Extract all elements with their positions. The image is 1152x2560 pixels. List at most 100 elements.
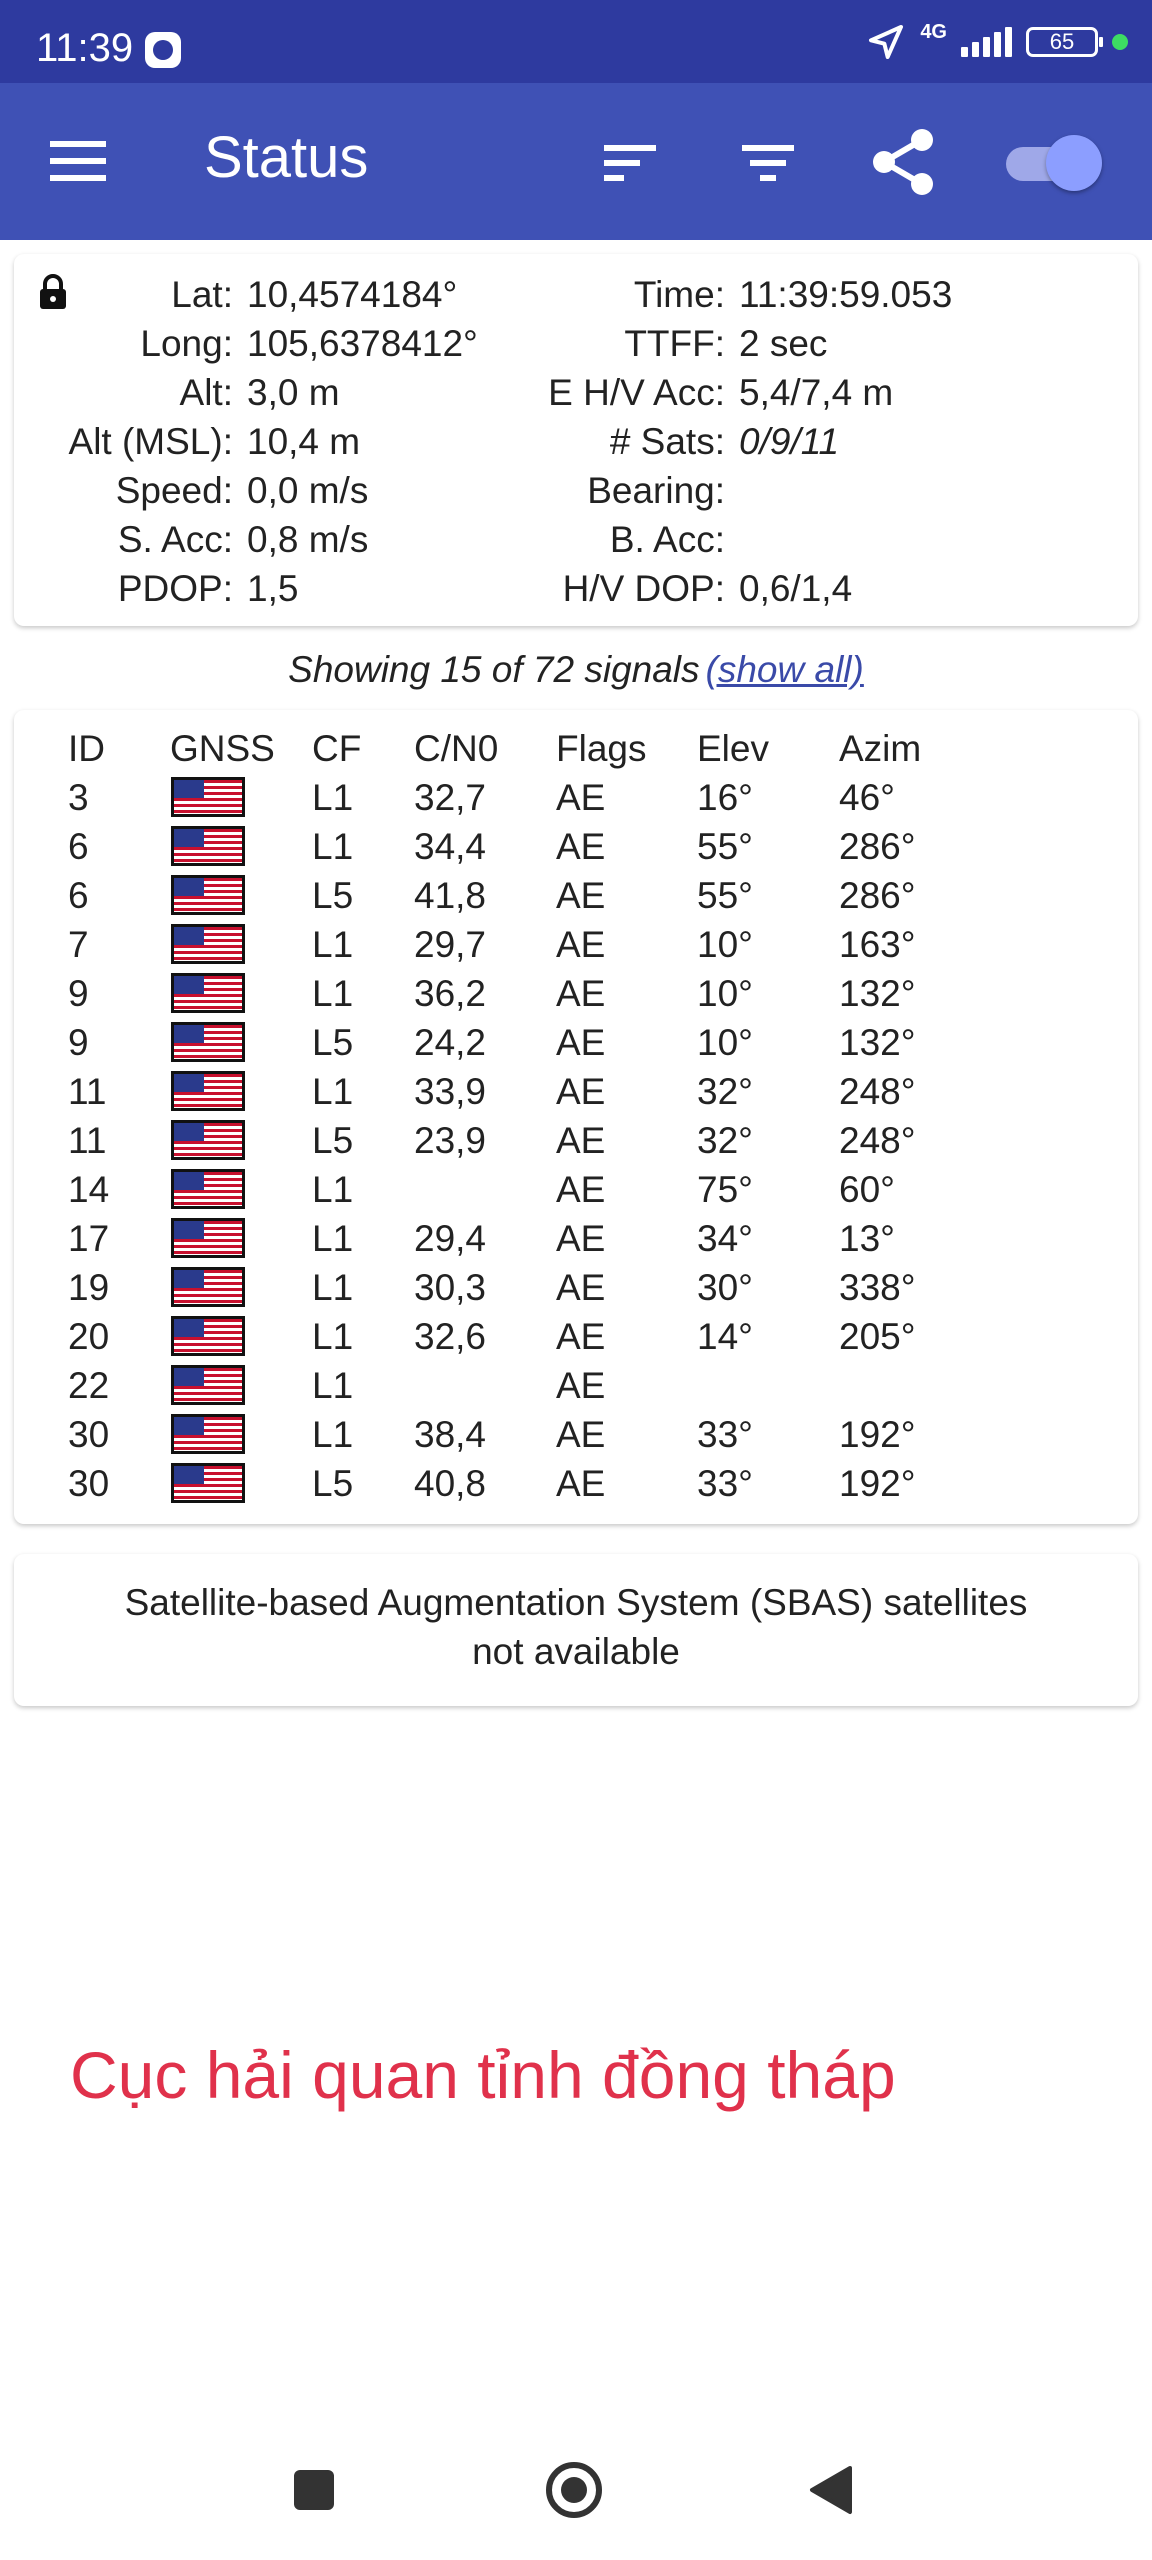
status-row: Lat: 10,4574184° Time: 11:39:59.053 xyxy=(14,270,1138,319)
toggle-switch[interactable] xyxy=(1006,135,1102,191)
sbas-message-line2: not available xyxy=(472,1631,680,1672)
cell-cf: L1 xyxy=(312,777,354,818)
cell-azim: 286° xyxy=(839,875,916,916)
long-label: Long: xyxy=(140,323,233,364)
cell-azim: 60° xyxy=(839,1169,895,1210)
usa-flag-icon xyxy=(171,1365,245,1405)
hv-dop-label: H/V DOP: xyxy=(562,568,725,609)
table-row: 6 L5 41,8 AE 55° 286° xyxy=(14,871,1138,920)
cell-elev: 33° xyxy=(697,1463,753,1504)
overlay-caption: Cục hải quan tỉnh đồng tháp xyxy=(70,2038,896,2112)
usa-flag-icon xyxy=(171,1316,245,1356)
header-cn0[interactable]: C/N0 xyxy=(414,728,499,769)
menu-icon[interactable] xyxy=(50,141,106,181)
cell-flags: AE xyxy=(556,973,606,1014)
sats-value: 0/9/11 xyxy=(739,421,840,462)
usa-flag-icon xyxy=(171,1022,245,1062)
cell-cn0: 33,9 xyxy=(414,1071,487,1112)
cell-azim: 13° xyxy=(839,1218,895,1259)
cell-elev: 30° xyxy=(697,1267,753,1308)
cell-flags: AE xyxy=(556,1316,606,1357)
lock-icon xyxy=(38,274,68,315)
usa-flag-icon xyxy=(171,875,245,915)
cell-elev: 33° xyxy=(697,1414,753,1455)
cell-elev: 32° xyxy=(697,1120,753,1161)
cell-flags: AE xyxy=(556,875,606,916)
cell-cf: L5 xyxy=(312,875,354,916)
cell-cf: L5 xyxy=(312,1120,354,1161)
clock: 11:39 xyxy=(36,26,134,70)
header-flags[interactable]: Flags xyxy=(556,728,647,769)
cell-id: 11 xyxy=(68,1071,107,1112)
filter-icon[interactable] xyxy=(736,135,800,191)
cell-cn0: 24,2 xyxy=(414,1022,487,1063)
pdop-label: PDOP: xyxy=(117,568,233,609)
pdop-value: 1,5 xyxy=(247,568,299,609)
cell-cn0: 38,4 xyxy=(414,1414,487,1455)
cell-cf: L5 xyxy=(312,1022,354,1063)
show-all-link[interactable]: (show all) xyxy=(705,649,864,690)
usa-flag-icon xyxy=(171,1463,245,1503)
share-icon[interactable] xyxy=(868,127,938,197)
status-row: Alt (MSL): 10,4 m # Sats: 0/9/11 xyxy=(14,417,1138,466)
signal-count-summary: Showing 15 of 72 signals (show all) xyxy=(0,640,1152,700)
cell-cf: L5 xyxy=(312,1463,354,1504)
table-row: 9 L1 36,2 AE 10° 132° xyxy=(14,969,1138,1018)
speed-accuracy-label: S. Acc: xyxy=(117,519,233,560)
status-bar: 11:39 4G 65 xyxy=(0,0,1152,83)
cell-elev: 55° xyxy=(697,826,753,867)
cell-id: 11 xyxy=(68,1120,107,1161)
cell-elev: 14° xyxy=(697,1316,753,1357)
status-row: Speed: 0,0 m/s Bearing: xyxy=(14,466,1138,515)
status-row: Long: 105,6378412° TTFF: 2 sec xyxy=(14,319,1138,368)
cell-cn0: 23,9 xyxy=(414,1120,487,1161)
table-row: 17 L1 29,4 AE 34° 13° xyxy=(14,1214,1138,1263)
cell-cn0: 34,4 xyxy=(414,826,487,867)
cell-flags: AE xyxy=(556,1463,606,1504)
cell-azim: 192° xyxy=(839,1463,916,1504)
lat-value: 10,4574184° xyxy=(247,274,458,315)
header-elev[interactable]: Elev xyxy=(697,728,769,769)
fix-status-card: Lat: 10,4574184° Time: 11:39:59.053 Long… xyxy=(14,254,1138,626)
recents-button[interactable] xyxy=(294,2470,334,2510)
status-icons: 4G 65 xyxy=(866,22,1128,62)
cell-azim: 132° xyxy=(839,1022,916,1063)
bearing-label: Bearing: xyxy=(587,470,725,511)
speed-label: Speed: xyxy=(115,470,233,511)
cell-elev: 55° xyxy=(697,875,753,916)
signal-strength-icon xyxy=(961,27,1012,57)
cell-id: 14 xyxy=(68,1169,110,1210)
battery-icon: 65 xyxy=(1026,27,1103,57)
ttff-label: TTFF: xyxy=(624,323,725,364)
cell-id: 9 xyxy=(68,973,89,1014)
signals-table-card: ID GNSS CF C/N0 Flags Elev Azim 3 L1 32,7 A… xyxy=(14,710,1138,1524)
cell-cf: L1 xyxy=(312,1267,354,1308)
cell-id: 22 xyxy=(68,1365,110,1406)
back-button[interactable] xyxy=(808,2464,854,2521)
cell-cn0: 29,7 xyxy=(414,924,487,965)
cell-id: 17 xyxy=(68,1218,110,1259)
hv-dop-value: 0,6/1,4 xyxy=(739,568,853,609)
cell-id: 30 xyxy=(68,1414,110,1455)
alt-msl-label: Alt (MSL): xyxy=(68,421,233,462)
cell-id: 3 xyxy=(68,777,89,818)
header-azim[interactable]: Azim xyxy=(839,728,922,769)
accuracy-label: E H/V Acc: xyxy=(548,372,725,413)
cell-cn0: 36,2 xyxy=(414,973,487,1014)
cell-cf: L1 xyxy=(312,826,354,867)
cell-cf: L1 xyxy=(312,1316,354,1357)
header-gnss[interactable]: GNSS xyxy=(170,728,275,769)
alt-value: 3,0 m xyxy=(247,372,340,413)
cell-id: 7 xyxy=(68,924,89,965)
header-id[interactable]: ID xyxy=(68,728,105,769)
sort-icon[interactable] xyxy=(598,135,662,191)
privacy-indicator-dot xyxy=(1112,34,1128,50)
cell-elev: 10° xyxy=(697,1022,753,1063)
header-cf[interactable]: CF xyxy=(312,728,362,769)
cell-elev: 32° xyxy=(697,1071,753,1112)
cell-azim: 192° xyxy=(839,1414,916,1455)
cell-flags: AE xyxy=(556,1414,606,1455)
home-button[interactable] xyxy=(546,2462,602,2518)
time-value: 11:39:59.053 xyxy=(739,274,953,315)
usa-flag-icon xyxy=(171,1169,245,1209)
